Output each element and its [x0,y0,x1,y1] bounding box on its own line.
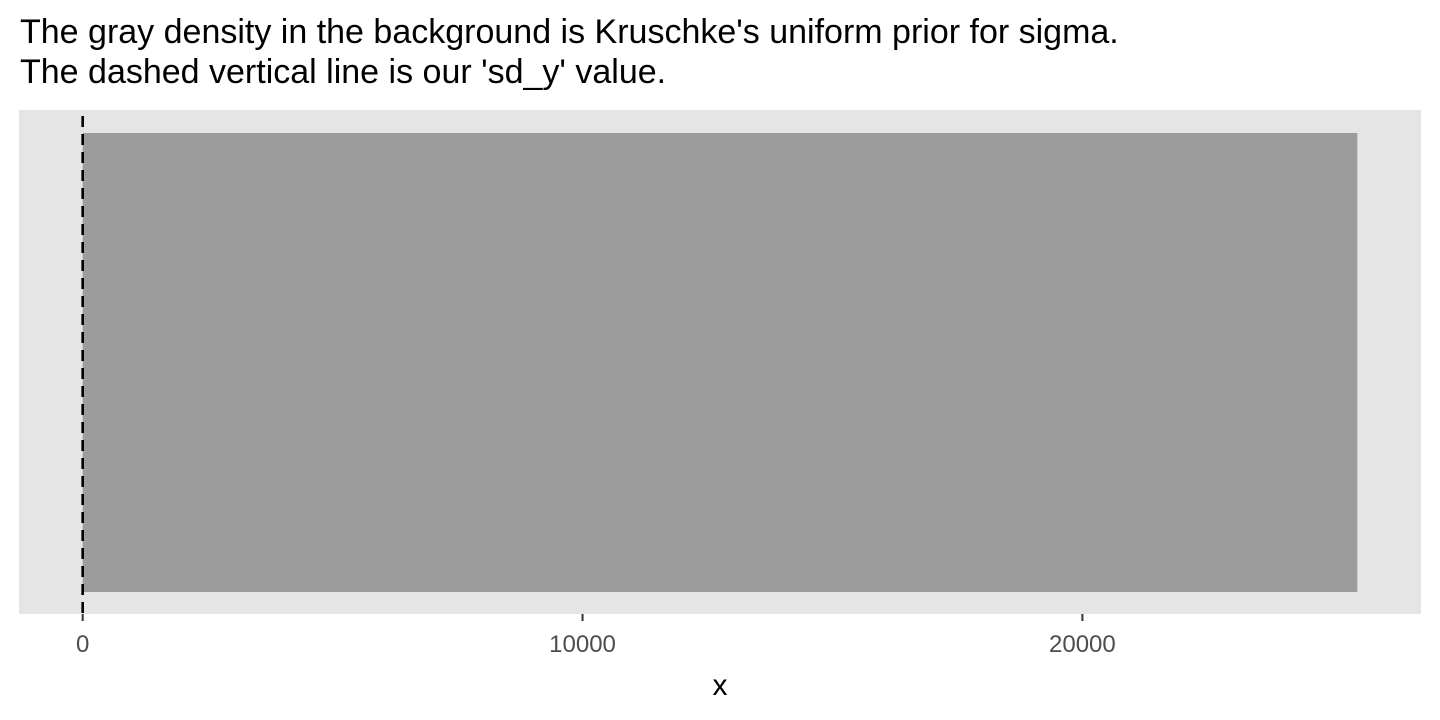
series-layer [82,133,1358,592]
x-tick-label: 10000 [549,631,616,658]
chart-title: The gray density in the background is Kr… [20,13,1119,51]
uniform-prior-density-area [82,133,1358,592]
x-axis: 0 10000 20000 [76,614,1116,658]
x-axis-label: x [713,669,728,702]
x-tick-label: 20000 [1049,631,1116,658]
x-tick-label: 0 [76,631,89,658]
title-block: The gray density in the background is Kr… [20,12,1119,92]
chart-subtitle: The dashed vertical line is our 'sd_y' v… [20,53,667,91]
